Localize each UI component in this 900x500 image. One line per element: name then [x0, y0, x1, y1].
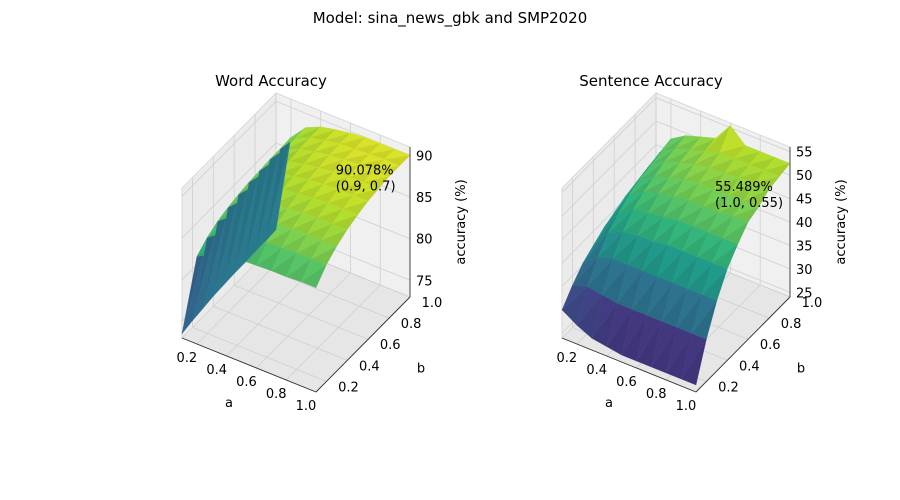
y-axis-line: [695, 296, 791, 393]
y-axis-label: b: [417, 362, 425, 377]
surface-facet: [660, 135, 686, 152]
x-tick-label: 0.6: [236, 375, 257, 390]
surface-facet: [749, 151, 776, 165]
surface-facet: [764, 157, 791, 171]
word-accuracy-title: Word Accuracy: [215, 72, 327, 90]
surface-facet: [734, 145, 761, 159]
x-tick-label: 1.0: [296, 399, 317, 414]
y-tick-label: 0.8: [781, 317, 802, 332]
x-axis-line: [181, 337, 317, 393]
z-tick-label: 40: [796, 216, 813, 231]
x-tick-label: 0.8: [266, 387, 287, 402]
z-tick-label: 35: [796, 239, 813, 254]
x-axis-label: a: [605, 396, 613, 411]
surface-facet: [369, 143, 396, 155]
surface-facet: [719, 125, 746, 153]
x-tick-label: 0.8: [646, 387, 667, 402]
surface-facet: [384, 149, 411, 160]
peak-point-label: (0.9, 0.7): [336, 179, 396, 194]
y-tick-label: 0.6: [380, 338, 401, 353]
sentence-accuracy-title: Sentence Accuracy: [579, 72, 723, 90]
y-tick-label: 1.0: [422, 296, 443, 311]
peak-point-label: (1.0, 0.55): [715, 196, 783, 211]
y-tick-label: 0.6: [760, 338, 781, 353]
y-tick-label: 0.2: [718, 380, 739, 395]
z-tick-label: 90: [416, 149, 433, 164]
figure-suptitle: Model: sina_news_gbk and SMP2020: [313, 9, 588, 28]
x-axis-line: [561, 337, 697, 393]
x-tick-label: 1.0: [676, 399, 697, 414]
grid-line-z: [561, 97, 791, 193]
surface-facet: [324, 129, 351, 141]
surface-facet: [339, 132, 366, 144]
surface-facet: [310, 126, 336, 138]
z-tick-label: 85: [416, 191, 433, 206]
surface-facet: [354, 137, 381, 149]
word-accuracy-chart: Word Accuracy 0.20.40.60.81.00.20.40.60.…: [177, 72, 469, 414]
surface-facet: [675, 135, 702, 149]
y-axis-line: [315, 296, 411, 393]
z-axis-label: accuracy (%): [454, 179, 469, 264]
surface-facet: [295, 126, 321, 139]
z-tick-label: 75: [416, 274, 433, 289]
surface-facet: [280, 127, 306, 149]
x-tick-label: 0.2: [177, 351, 198, 366]
x-axis-label: a: [225, 396, 233, 411]
peak-value-label: 55.489%: [715, 180, 773, 195]
surface-facet: [690, 136, 717, 150]
y-axis-label: b: [797, 362, 805, 377]
y-tick-label: 0.2: [338, 380, 359, 395]
surface-facet: [265, 137, 292, 242]
z-tick-label: 25: [796, 286, 813, 301]
y-tick-label: 1.0: [802, 296, 823, 311]
x-tick-label: 0.4: [586, 363, 607, 378]
y-tick-label: 0.4: [359, 359, 380, 374]
z-tick-label: 55: [796, 146, 813, 161]
z-axis-label: accuracy (%): [834, 179, 849, 264]
sentence-accuracy-chart: Sentence Accuracy 0.20.40.60.81.00.20.40…: [557, 72, 849, 414]
peak-value-label: 90.078%: [336, 163, 394, 178]
z-tick-label: 80: [416, 233, 433, 248]
y-tick-label: 0.8: [401, 317, 422, 332]
x-tick-label: 0.6: [616, 375, 637, 390]
z-tick-label: 50: [796, 169, 813, 184]
x-tick-label: 0.2: [557, 351, 578, 366]
z-tick-label: 45: [796, 193, 813, 208]
z-tick-label: 30: [796, 263, 813, 278]
surface-facet: [704, 125, 731, 152]
x-tick-label: 0.4: [206, 363, 227, 378]
y-tick-label: 0.4: [739, 359, 760, 374]
